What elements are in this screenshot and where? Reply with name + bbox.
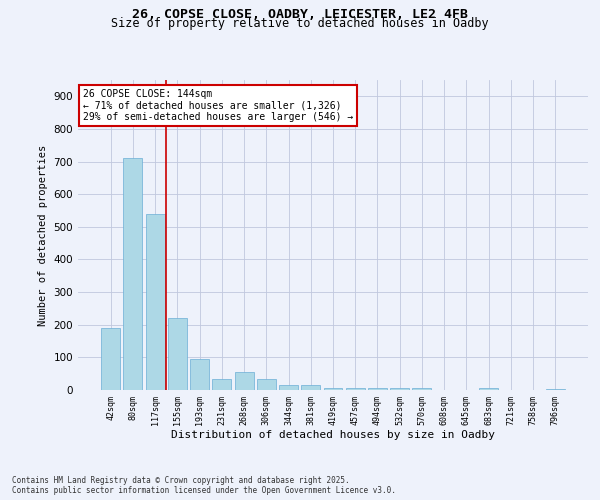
Bar	[101, 328, 120, 390]
Bar	[124, 158, 142, 390]
Bar	[190, 359, 209, 390]
Bar	[346, 388, 365, 390]
Bar	[301, 385, 320, 390]
Y-axis label: Number of detached properties: Number of detached properties	[38, 144, 48, 326]
X-axis label: Distribution of detached houses by size in Oadby: Distribution of detached houses by size …	[171, 430, 495, 440]
Bar	[368, 388, 387, 390]
Bar	[546, 389, 565, 390]
Text: 26, COPSE CLOSE, OADBY, LEICESTER, LE2 4FB: 26, COPSE CLOSE, OADBY, LEICESTER, LE2 4…	[132, 8, 468, 20]
Bar	[235, 372, 254, 390]
Bar	[212, 378, 231, 390]
Text: 26 COPSE CLOSE: 144sqm
← 71% of detached houses are smaller (1,326)
29% of semi-: 26 COPSE CLOSE: 144sqm ← 71% of detached…	[83, 90, 353, 122]
Bar	[279, 385, 298, 390]
Bar	[146, 214, 164, 390]
Bar	[479, 388, 498, 390]
Bar	[168, 318, 187, 390]
Bar	[257, 378, 276, 390]
Bar	[323, 388, 343, 390]
Bar	[390, 388, 409, 390]
Text: Size of property relative to detached houses in Oadby: Size of property relative to detached ho…	[111, 18, 489, 30]
Bar	[412, 388, 431, 390]
Text: Contains HM Land Registry data © Crown copyright and database right 2025.
Contai: Contains HM Land Registry data © Crown c…	[12, 476, 396, 495]
